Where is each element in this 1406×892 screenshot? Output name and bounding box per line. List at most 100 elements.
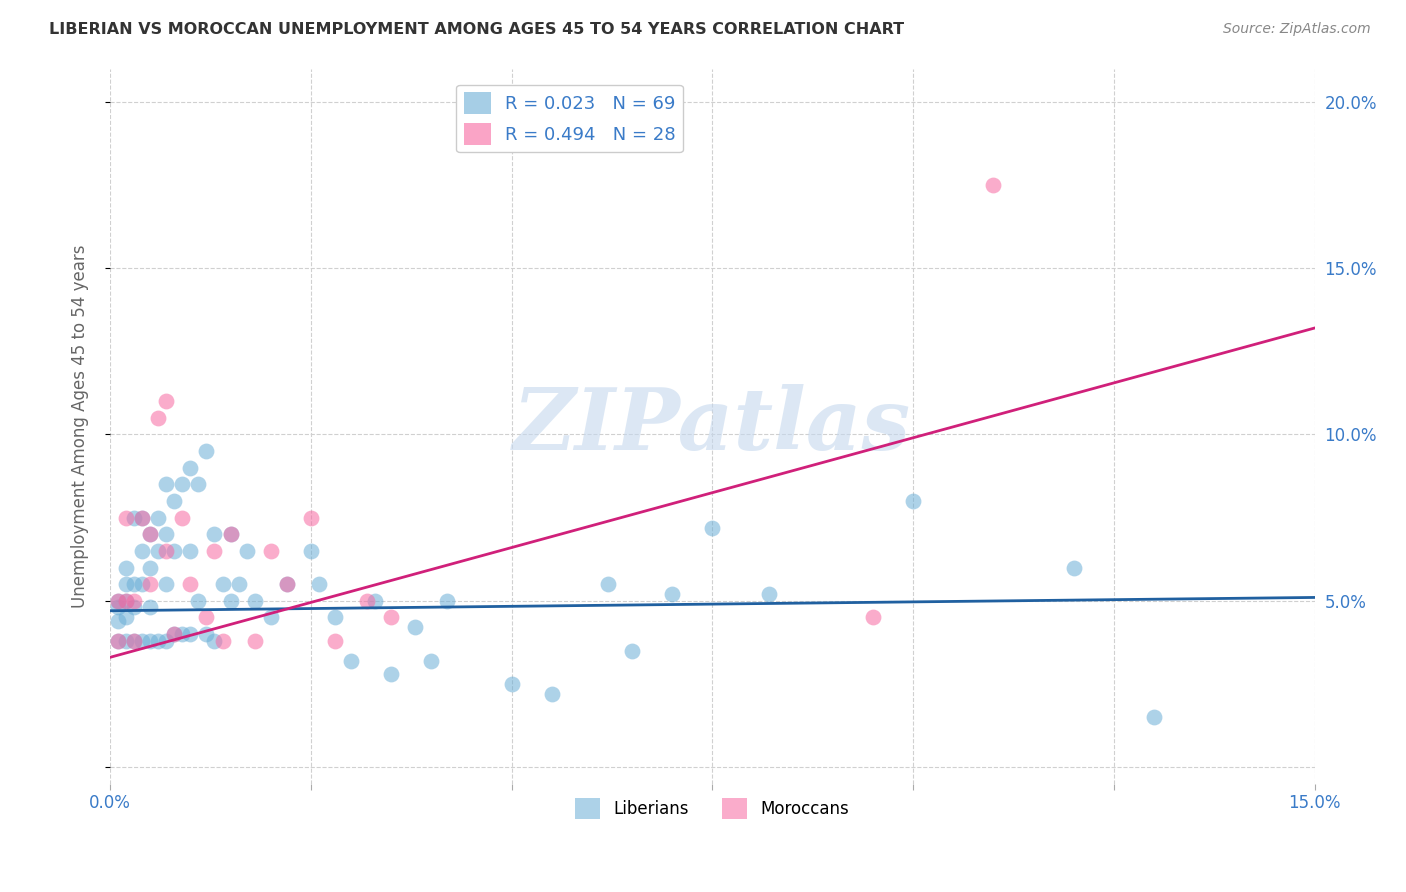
Point <box>131 633 153 648</box>
Point <box>243 594 266 608</box>
Point <box>661 587 683 601</box>
Point <box>340 654 363 668</box>
Point <box>901 494 924 508</box>
Point <box>540 687 562 701</box>
Point <box>364 594 387 608</box>
Point <box>163 627 186 641</box>
Point <box>420 654 443 668</box>
Point <box>107 633 129 648</box>
Point <box>139 560 162 574</box>
Point <box>139 527 162 541</box>
Point <box>758 587 780 601</box>
Point <box>260 610 283 624</box>
Point <box>172 477 194 491</box>
Point <box>107 633 129 648</box>
Point <box>163 627 186 641</box>
Point <box>131 510 153 524</box>
Point <box>621 643 644 657</box>
Point <box>115 610 138 624</box>
Point <box>219 594 242 608</box>
Point <box>204 544 226 558</box>
Point <box>122 633 145 648</box>
Point <box>115 633 138 648</box>
Point <box>139 527 162 541</box>
Point <box>195 610 218 624</box>
Point <box>356 594 378 608</box>
Point <box>501 677 523 691</box>
Point <box>179 544 201 558</box>
Point <box>436 594 458 608</box>
Point <box>139 633 162 648</box>
Point <box>179 577 201 591</box>
Point <box>276 577 298 591</box>
Point <box>228 577 250 591</box>
Point <box>596 577 619 591</box>
Point <box>323 610 346 624</box>
Point <box>204 527 226 541</box>
Point <box>107 594 129 608</box>
Point <box>172 627 194 641</box>
Text: LIBERIAN VS MOROCCAN UNEMPLOYMENT AMONG AGES 45 TO 54 YEARS CORRELATION CHART: LIBERIAN VS MOROCCAN UNEMPLOYMENT AMONG … <box>49 22 904 37</box>
Point <box>155 577 177 591</box>
Point <box>1063 560 1085 574</box>
Point <box>219 527 242 541</box>
Point <box>107 614 129 628</box>
Point <box>195 444 218 458</box>
Point <box>308 577 330 591</box>
Point <box>380 667 402 681</box>
Point <box>115 594 138 608</box>
Point <box>148 410 170 425</box>
Point <box>187 594 209 608</box>
Point <box>211 577 233 591</box>
Text: Source: ZipAtlas.com: Source: ZipAtlas.com <box>1223 22 1371 37</box>
Point <box>122 600 145 615</box>
Point <box>155 633 177 648</box>
Point <box>235 544 257 558</box>
Point <box>179 460 201 475</box>
Point <box>983 178 1005 192</box>
Point <box>299 544 322 558</box>
Point <box>380 610 402 624</box>
Point <box>172 510 194 524</box>
Point <box>155 477 177 491</box>
Point <box>107 594 129 608</box>
Point <box>163 494 186 508</box>
Point <box>148 544 170 558</box>
Point <box>163 544 186 558</box>
Point <box>139 600 162 615</box>
Point <box>155 544 177 558</box>
Point <box>115 577 138 591</box>
Point <box>243 633 266 648</box>
Point <box>702 520 724 534</box>
Point <box>155 394 177 409</box>
Point <box>115 560 138 574</box>
Point <box>122 594 145 608</box>
Point <box>1143 710 1166 724</box>
Text: ZIPatlas: ZIPatlas <box>513 384 911 468</box>
Point <box>148 510 170 524</box>
Point <box>131 577 153 591</box>
Point <box>195 627 218 641</box>
Point <box>204 633 226 648</box>
Point <box>404 620 426 634</box>
Y-axis label: Unemployment Among Ages 45 to 54 years: Unemployment Among Ages 45 to 54 years <box>72 244 89 607</box>
Point <box>260 544 283 558</box>
Point <box>155 527 177 541</box>
Point <box>219 527 242 541</box>
Point <box>862 610 884 624</box>
Legend: Liberians, Moroccans: Liberians, Moroccans <box>568 792 856 825</box>
Point <box>299 510 322 524</box>
Point <box>211 633 233 648</box>
Point <box>122 577 145 591</box>
Point <box>276 577 298 591</box>
Point <box>148 633 170 648</box>
Point <box>131 544 153 558</box>
Point <box>323 633 346 648</box>
Point <box>179 627 201 641</box>
Point <box>107 600 129 615</box>
Point <box>122 510 145 524</box>
Point <box>115 510 138 524</box>
Point <box>187 477 209 491</box>
Point <box>139 577 162 591</box>
Point <box>122 633 145 648</box>
